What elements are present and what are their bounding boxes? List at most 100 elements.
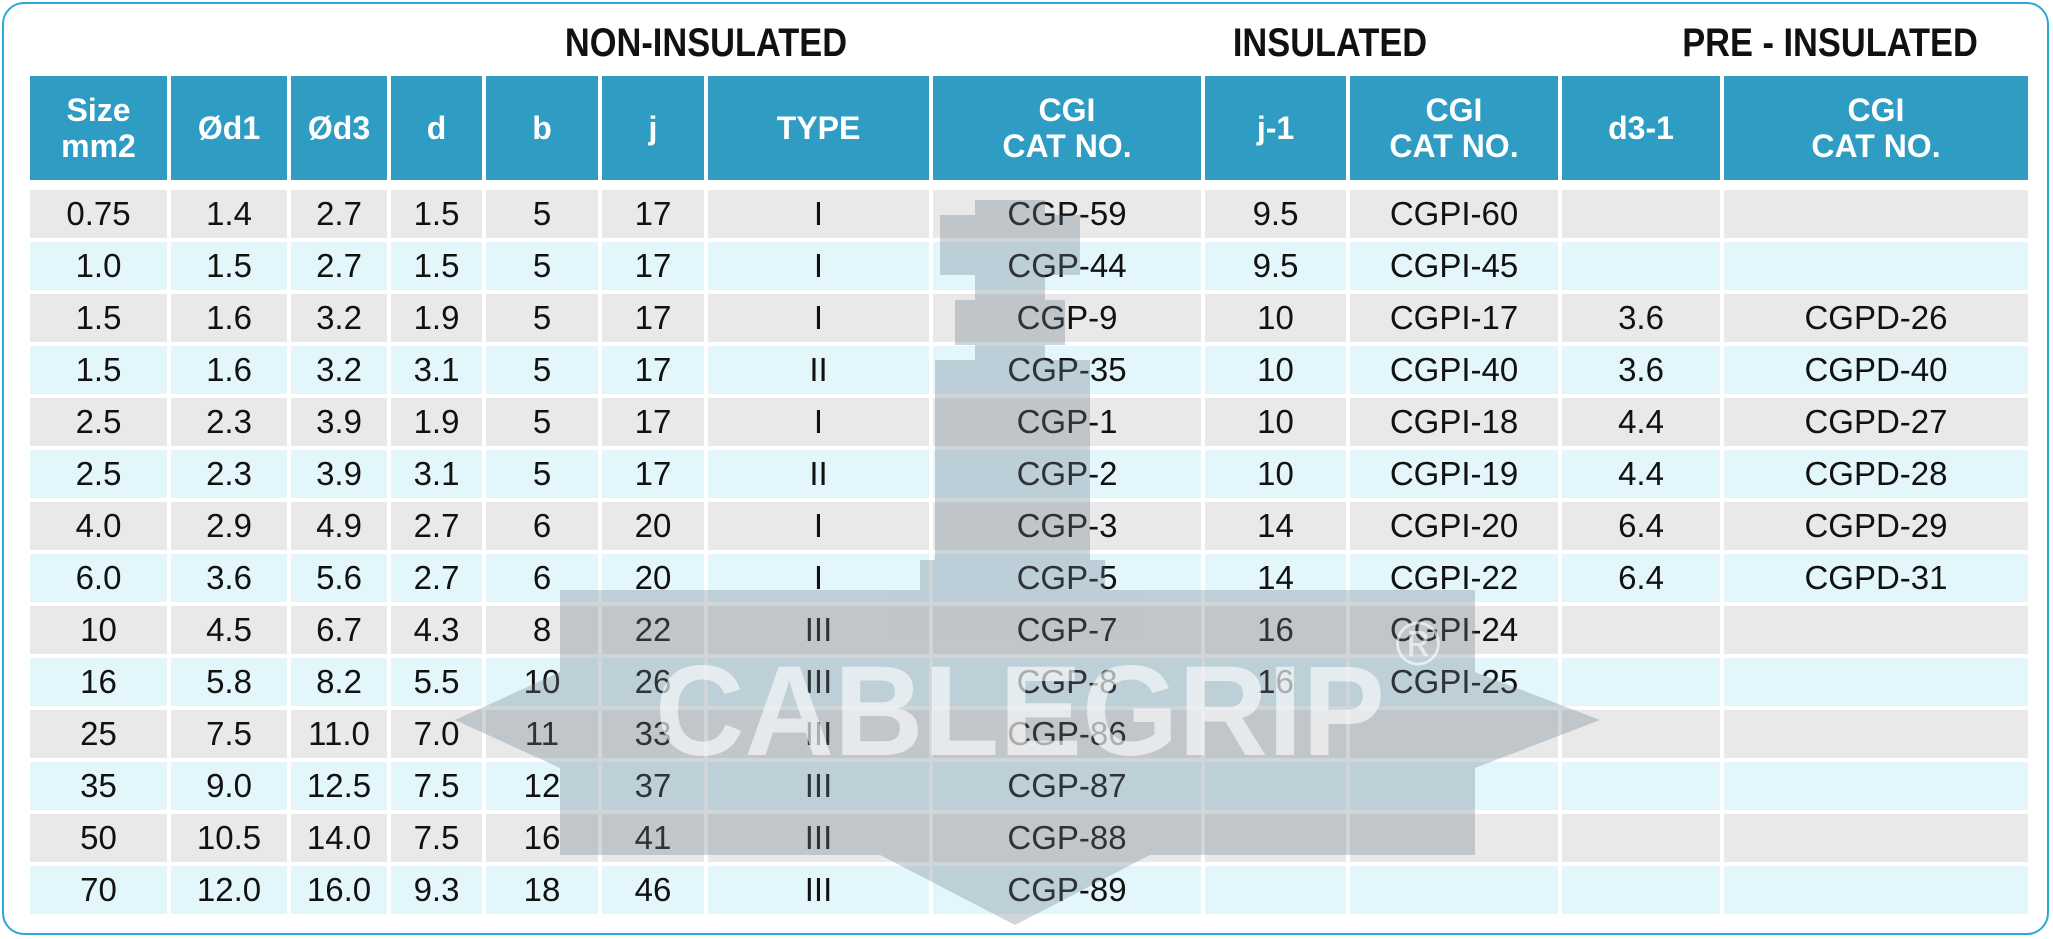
cell-j: 17 [602,184,704,238]
cell-d3-1: 4.4 [1562,398,1720,446]
cell-od3: 12.5 [291,762,387,810]
cell-cgi-cat-no-insulated: CGPI-45 [1350,242,1558,290]
cell-cgi-cat-no-insulated: CGPI-20 [1350,502,1558,550]
cell-od3: 8.2 [291,658,387,706]
cell-j: 17 [602,294,704,342]
cell-j: 20 [602,554,704,602]
cell-size: 10 [30,606,167,654]
cell-cgi-cat-no-pre-insulated [1724,184,2028,238]
header-b: b [486,76,598,180]
cell-od3: 16.0 [291,866,387,914]
cell-j-1 [1205,762,1346,810]
cell-j-1: 16 [1205,606,1346,654]
cell-b: 5 [486,184,598,238]
cell-od3: 4.9 [291,502,387,550]
cell-j-1: 14 [1205,554,1346,602]
cell-b: 6 [486,502,598,550]
cell-size: 2.5 [30,398,167,446]
cell-type: I [708,184,929,238]
cell-d: 2.7 [391,502,482,550]
table-row: 16 5.8 8.2 5.5 10 26 III CGP-8 16 CGPI-25 [30,658,2028,706]
header-od1: Ød1 [171,76,287,180]
cell-type: III [708,762,929,810]
cell-od3: 5.6 [291,554,387,602]
cell-cgi-cat-no-insulated [1350,814,1558,862]
cell-b: 8 [486,606,598,654]
cell-cgi-cat-no-non-insulated: CGP-59 [933,184,1201,238]
cell-type: II [708,450,929,498]
cell-type: III [708,866,929,914]
cell-d3-1 [1562,242,1720,290]
cell-cgi-cat-no-non-insulated: CGP-9 [933,294,1201,342]
cell-size: 1.5 [30,346,167,394]
cell-cgi-cat-no-non-insulated: CGP-7 [933,606,1201,654]
specification-table: Size mm2 Ød1 Ød3 d b j TYPE CGI CAT NO. … [26,72,2032,918]
cell-cgi-cat-no-pre-insulated: CGPD-40 [1724,346,2028,394]
cell-d: 1.9 [391,398,482,446]
table-row: 0.75 1.4 2.7 1.5 5 17 I CGP-59 9.5 CGPI-60 [30,184,2028,238]
cell-od1: 1.4 [171,184,287,238]
cell-d: 1.5 [391,184,482,238]
cell-j-1: 9.5 [1205,242,1346,290]
cell-od1: 2.3 [171,398,287,446]
table-row: 1.0 1.5 2.7 1.5 5 17 I CGP-44 9.5 CGPI-45 [30,242,2028,290]
cell-cgi-cat-no-insulated [1350,762,1558,810]
cell-cgi-cat-no-pre-insulated: CGPD-28 [1724,450,2028,498]
cell-b: 5 [486,398,598,446]
cell-cgi-cat-no-pre-insulated [1724,866,2028,914]
table-row: 70 12.0 16.0 9.3 18 46 III CGP-89 [30,866,2028,914]
cell-j-1 [1205,814,1346,862]
cell-type: III [708,710,929,758]
cell-cgi-cat-no-non-insulated: CGP-44 [933,242,1201,290]
cell-j-1: 10 [1205,346,1346,394]
cell-b: 18 [486,866,598,914]
group-title-pre-insulated: PRE - INSULATED [1682,21,1978,65]
cell-d3-1: 3.6 [1562,346,1720,394]
cell-size: 35 [30,762,167,810]
header-d: d [391,76,482,180]
cell-cgi-cat-no-insulated: CGPI-24 [1350,606,1558,654]
cell-b: 11 [486,710,598,758]
header-size: Size mm2 [30,76,167,180]
cell-od3: 3.2 [291,294,387,342]
cell-od3: 11.0 [291,710,387,758]
cell-size: 0.75 [30,184,167,238]
cell-cgi-cat-no-insulated: CGPI-40 [1350,346,1558,394]
cell-type: I [708,294,929,342]
table-row: 6.0 3.6 5.6 2.7 6 20 I CGP-5 14 CGPI-22 6.4 CGPD-31 [30,554,2028,602]
cell-j: 37 [602,762,704,810]
table-row: 35 9.0 12.5 7.5 12 37 III CGP-87 [30,762,2028,810]
table-row: 1.5 1.6 3.2 3.1 5 17 II CGP-35 10 CGPI-40 3.6 CGPD-… [30,346,2028,394]
cell-cgi-cat-no-insulated [1350,710,1558,758]
cell-cgi-cat-no-insulated [1350,866,1558,914]
cell-j-1: 10 [1205,294,1346,342]
cell-j: 26 [602,658,704,706]
table-row: 50 10.5 14.0 7.5 16 41 III CGP-88 [30,814,2028,862]
cell-od1: 4.5 [171,606,287,654]
cell-cgi-cat-no-pre-insulated: CGPD-31 [1724,554,2028,602]
cell-cgi-cat-no-pre-insulated [1724,658,2028,706]
cell-od1: 1.6 [171,294,287,342]
cell-j-1: 10 [1205,450,1346,498]
cell-type: I [708,398,929,446]
cell-od3: 3.2 [291,346,387,394]
cell-cgi-cat-no-non-insulated: CGP-1 [933,398,1201,446]
cell-d3-1 [1562,710,1720,758]
header-d3-1: d3-1 [1562,76,1720,180]
cell-d3-1: 4.4 [1562,450,1720,498]
cell-od1: 1.6 [171,346,287,394]
table-row: 25 7.5 11.0 7.0 11 33 III CGP-86 [30,710,2028,758]
cell-j: 20 [602,502,704,550]
table-header-row: Size mm2 Ød1 Ød3 d b j TYPE CGI CAT NO. … [30,76,2028,180]
cell-b: 5 [486,450,598,498]
table-row: 2.5 2.3 3.9 1.9 5 17 I CGP-1 10 CGPI-18 4.4 CGPD-27 [30,398,2028,446]
cell-d3-1 [1562,866,1720,914]
cell-od3: 14.0 [291,814,387,862]
cell-b: 5 [486,294,598,342]
cell-od3: 2.7 [291,184,387,238]
cell-od1: 12.0 [171,866,287,914]
cell-d3-1 [1562,606,1720,654]
cell-cgi-cat-no-non-insulated: CGP-8 [933,658,1201,706]
cell-cgi-cat-no-insulated: CGPI-18 [1350,398,1558,446]
cell-od1: 2.3 [171,450,287,498]
